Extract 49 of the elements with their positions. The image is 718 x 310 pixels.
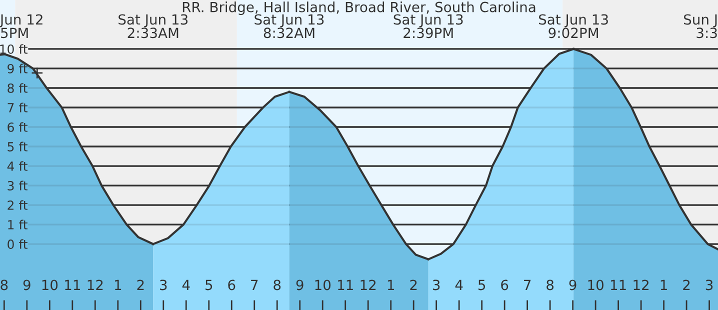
x-tick-label: 2	[410, 280, 417, 290]
x-tick-label: 8	[0, 280, 8, 290]
x-tick-label: 6	[228, 280, 236, 290]
x-tick-label: 12	[634, 280, 648, 290]
x-tick-label: 10	[588, 280, 604, 290]
y-tick-label: 8 ft	[8, 83, 28, 93]
annotation: Sat Jun 13 2:39PM	[394, 14, 463, 38]
y-tick-label: 4 ft	[7, 161, 28, 171]
annotation: Sat Jun 13 9:02PM	[538, 14, 608, 38]
y-tick-label: 0 ft	[8, 239, 28, 249]
annotation: Sat Jun 13 2:33AM	[118, 14, 188, 38]
y-tick-label: 10 ft	[0, 44, 28, 54]
y-tick-label: 6 ft	[8, 122, 28, 132]
x-tick-label: 7	[251, 280, 258, 290]
x-tick-label: 12	[88, 280, 103, 290]
annotation: Sat Jun 13 8:32AM	[254, 14, 324, 38]
x-tick-label: 1	[388, 280, 394, 290]
x-tick-label: 9	[23, 280, 30, 290]
x-tick-label: 1	[660, 280, 667, 290]
x-tick-label: 3	[160, 280, 167, 290]
y-tick-label: 1 ft	[8, 220, 28, 230]
x-tick-label: 11	[610, 280, 626, 290]
x-tick-label: 4	[182, 280, 190, 290]
x-tick-label: 10	[42, 280, 58, 290]
x-tick-label: 9	[296, 280, 304, 290]
y-tick-label: 2 ft	[8, 200, 28, 210]
x-tick-label: 5	[206, 280, 212, 290]
x-tick-label: 5	[478, 280, 486, 290]
y-tick-label: 9 ft	[8, 64, 28, 74]
x-tick-label: 11	[65, 280, 80, 290]
x-tick-label: 8	[546, 280, 554, 290]
x-tick-label: 12	[360, 280, 376, 290]
x-tick-label: 4	[455, 280, 463, 290]
annotation: Sun J 3:3	[684, 14, 717, 38]
y-tick-label: 3 ft	[8, 180, 28, 190]
x-tick-label: 6	[501, 280, 508, 290]
x-tick-label: 1	[115, 280, 122, 290]
x-tick-label: 3	[706, 280, 713, 290]
x-tick-label: 9	[569, 280, 576, 290]
x-tick-label: 3	[432, 280, 440, 290]
x-tick-label: 2	[683, 280, 690, 290]
x-tick-label: 10	[315, 280, 331, 290]
x-tick-label: 8	[274, 280, 281, 290]
x-tick-label: 2	[137, 280, 144, 290]
x-tick-label: 7	[524, 280, 531, 290]
x-tick-label: 11	[338, 280, 353, 290]
y-tick-label: 5 ft	[8, 142, 28, 152]
y-tick-label: 7 ft	[8, 102, 28, 112]
chart-title: RR. Bridge, Hall Island, Broad River, South Carolina	[182, 2, 536, 15]
